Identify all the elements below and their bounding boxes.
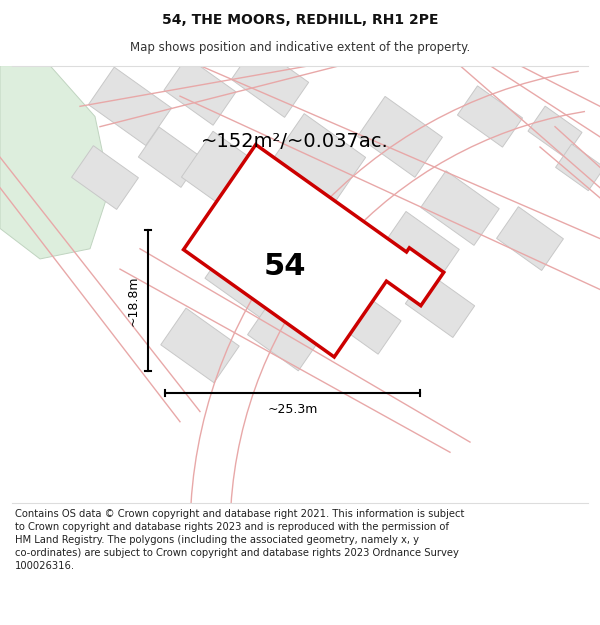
Polygon shape [497,207,563,271]
Polygon shape [0,66,110,259]
Text: ~18.8m: ~18.8m [127,276,140,326]
Polygon shape [358,96,442,178]
Polygon shape [406,272,475,338]
Text: ~25.3m: ~25.3m [268,403,317,416]
Polygon shape [205,237,295,322]
Polygon shape [232,44,308,118]
Polygon shape [139,127,202,188]
Polygon shape [161,308,239,382]
Polygon shape [421,171,499,246]
Polygon shape [88,67,172,146]
Polygon shape [248,299,322,371]
Polygon shape [329,286,401,354]
Text: 54, THE MOORS, REDHILL, RH1 2PE: 54, THE MOORS, REDHILL, RH1 2PE [162,13,438,27]
Text: Contains OS data © Crown copyright and database right 2021. This information is : Contains OS data © Crown copyright and d… [15,509,464,571]
Polygon shape [164,57,236,125]
Text: ~152m²/~0.037ac.: ~152m²/~0.037ac. [201,132,389,151]
Polygon shape [184,144,444,357]
Polygon shape [528,106,582,158]
Polygon shape [381,211,459,286]
Polygon shape [71,146,139,209]
Polygon shape [457,86,523,147]
Text: 54: 54 [264,251,306,281]
Polygon shape [274,114,365,201]
Text: Map shows position and indicative extent of the property.: Map shows position and indicative extent… [130,41,470,54]
Polygon shape [556,144,600,191]
Polygon shape [298,224,382,304]
Polygon shape [181,131,278,224]
